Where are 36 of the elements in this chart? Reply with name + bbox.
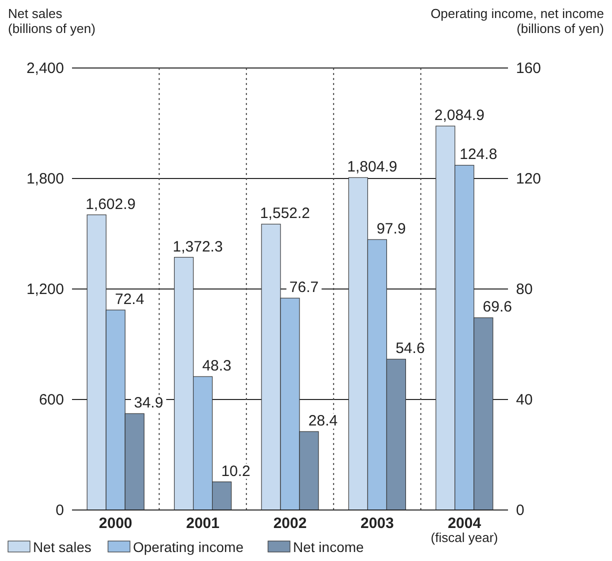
y2-tick-label: 80: [516, 281, 533, 298]
data-label: 48.3: [202, 358, 232, 375]
y2-tick-label: 160: [516, 60, 542, 77]
y-tick-label: 1,200: [26, 281, 64, 298]
y2-tick-label: 0: [516, 502, 524, 519]
legend-label: Net sales: [33, 539, 92, 555]
data-label: 1,804.9: [347, 158, 398, 176]
x-tick-label: 2004: [448, 515, 482, 532]
data-label: 97.9: [376, 220, 406, 238]
x-axis-title: (fiscal year): [430, 530, 498, 545]
y-tick-label: 600: [38, 392, 64, 408]
data-label: 10.2: [221, 462, 250, 480]
data-label: 124.8: [460, 146, 498, 164]
y-tick-label: 0: [56, 502, 64, 519]
y-tick-label: 2,400: [26, 60, 64, 77]
y-tick-label: 1,800: [26, 170, 64, 188]
data-label: 54.6: [396, 340, 425, 358]
x-tick-label: 2000: [98, 515, 132, 532]
y2-tick-label: 40: [516, 392, 533, 408]
data-label: 1,552.2: [260, 205, 310, 222]
data-label: 34.9: [134, 394, 164, 412]
x-tick-label: 2002: [273, 515, 307, 532]
legend-label: Net income: [293, 539, 364, 555]
data-label: 76.7: [289, 279, 319, 296]
data-label: 72.4: [115, 290, 144, 308]
data-label: 1,602.9: [86, 196, 136, 213]
legend-label: Operating income: [133, 539, 244, 555]
data-label: 2,084.9: [434, 107, 484, 124]
data-label: 69.6: [482, 298, 512, 316]
data-label: 28.4: [308, 412, 338, 430]
y2-tick-label: 120: [516, 170, 542, 188]
y-axis-title: Net sales (billions of yen): [8, 6, 96, 36]
y2-axis-title: Operating income, net income (billions of yen): [430, 6, 604, 36]
x-tick-label: 2001: [186, 515, 220, 532]
data-label: 1,372.3: [172, 238, 223, 256]
x-tick-label: 2003: [360, 515, 394, 532]
